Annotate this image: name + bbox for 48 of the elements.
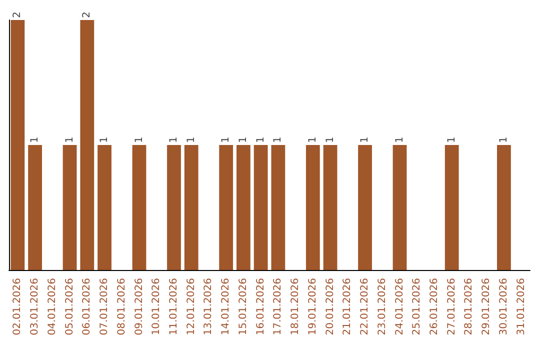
data-label: 2 (12, 12, 24, 18)
x-tick-label: 09.01.2026 (134, 278, 145, 336)
x-tick-label: 20.01.2026 (324, 278, 336, 336)
x-tick-label: 02.01.2026 (12, 278, 24, 336)
x-tick-label: 19.01.2026 (307, 278, 318, 336)
x-tick-label: 21.01.2026 (342, 278, 354, 336)
x-tick-label: 22.01.2026 (360, 278, 371, 336)
x-tick-label: 08.01.2026 (116, 278, 128, 336)
x-tick-label: 12.01.2026 (186, 278, 197, 336)
data-label: 1 (64, 136, 76, 143)
data-label: 1 (186, 136, 197, 143)
data-label: 1 (30, 136, 41, 143)
x-tick-label: 13.01.2026 (203, 278, 214, 336)
data-label: 1 (255, 136, 266, 143)
x-tick-label: 16.01.2026 (255, 278, 266, 336)
x-tick-label: 24.01.2026 (394, 278, 406, 336)
data-label: 2 (82, 12, 93, 18)
x-tick-label: 07.01.2026 (99, 278, 110, 336)
x-tick-label: 10.01.2026 (151, 278, 162, 336)
data-label: 1 (238, 136, 249, 143)
x-tick-label: 31.01.2026 (516, 278, 527, 336)
x-tick-label: 30.01.2026 (498, 278, 510, 336)
x-tick-label: 14.01.2026 (220, 278, 232, 336)
x-tick-label: 17.01.2026 (272, 278, 284, 336)
x-tick-label: 29.01.2026 (481, 278, 492, 336)
data-label: 1 (446, 136, 458, 143)
x-tick-label: 27.01.2026 (446, 278, 458, 336)
x-tick-label: 06.01.2026 (82, 278, 93, 336)
data-label: 1 (498, 136, 510, 143)
x-tick-label: 18.01.2026 (290, 278, 302, 336)
data-label: 1 (220, 136, 232, 143)
x-tick-label: 15.01.2026 (238, 278, 249, 336)
data-label: 1 (134, 136, 145, 143)
x-tick-label: 28.01.2026 (464, 278, 475, 336)
x-tick-label: 05.01.2026 (64, 278, 76, 336)
data-label: 1 (394, 136, 406, 143)
x-tick-label: 04.01.2026 (46, 278, 58, 336)
data-label: 1 (168, 136, 180, 143)
x-tick-label: 25.01.2026 (412, 278, 423, 336)
x-tick-label: 11.01.2026 (168, 278, 180, 336)
x-tick-label: 03.01.2026 (30, 278, 41, 336)
data-label: 1 (324, 136, 336, 143)
data-label: 1 (99, 136, 110, 143)
x-tick-label: 26.01.2026 (428, 278, 440, 336)
x-tick-label: 23.01.2026 (376, 278, 388, 336)
data-label: 1 (307, 136, 318, 143)
data-label: 1 (360, 136, 371, 143)
data-label: 1 (272, 136, 284, 143)
